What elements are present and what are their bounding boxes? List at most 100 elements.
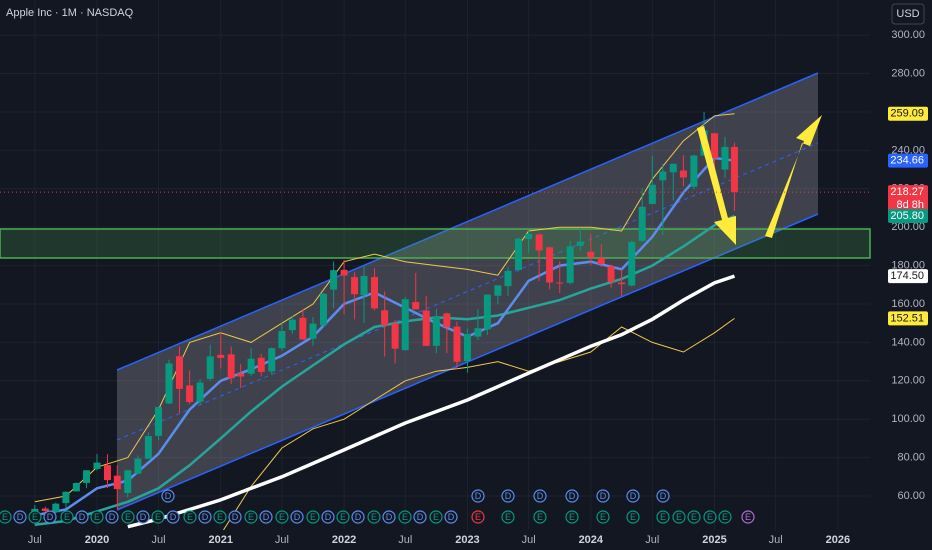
event-label: E [600, 512, 606, 522]
candle-body [546, 247, 554, 283]
event-label: D [600, 491, 607, 501]
x-tick-label: Jul [769, 534, 783, 546]
price-label-bg [888, 106, 928, 121]
currency-button[interactable] [891, 3, 925, 25]
event-marker [501, 510, 515, 524]
x-tick-label: 2023 [455, 534, 479, 546]
candle-body [607, 266, 615, 282]
candle-body [669, 163, 677, 173]
price-label: 234.66 [890, 155, 924, 167]
indicator-line [34, 113, 735, 503]
candle-body [62, 491, 70, 504]
event-marker [444, 510, 458, 524]
x-tick-label: 2026 [826, 534, 850, 546]
price-label: 259.09 [890, 108, 924, 120]
event-marker [290, 510, 304, 524]
event-marker [565, 510, 579, 524]
y-tick-label: 300.00 [891, 29, 925, 41]
candle-body [93, 462, 101, 469]
event-label: D [355, 512, 362, 522]
y-tick-label: 200.00 [891, 221, 925, 233]
price-label: 152.51 [890, 312, 924, 324]
candle-body [217, 354, 225, 358]
event-marker [703, 510, 717, 524]
candle-body [247, 358, 255, 374]
event-label: E [402, 512, 408, 522]
event-label: E [187, 512, 193, 522]
x-tick-label: Jul [151, 534, 165, 546]
event-label: E [433, 512, 439, 522]
event-label: D [79, 512, 86, 522]
event-marker [656, 510, 670, 524]
event-marker [656, 489, 670, 503]
event-label: E [676, 512, 682, 522]
candle-body [165, 363, 173, 404]
event-label: E [64, 512, 70, 522]
event-label: E [630, 512, 636, 522]
event-label: E [248, 512, 254, 522]
candle-body [659, 171, 667, 181]
candle-body [638, 206, 646, 241]
event-marker [596, 489, 610, 503]
event-marker [429, 510, 443, 524]
candle-body [474, 328, 482, 337]
candle-body [103, 465, 111, 481]
candle-body [566, 246, 574, 283]
y-tick-label: 240.00 [891, 144, 925, 156]
event-label: E [569, 512, 575, 522]
event-label: E [310, 512, 316, 522]
event-marker [351, 510, 365, 524]
event-label: E [537, 512, 543, 522]
candle-body [576, 241, 584, 246]
candle-body [227, 354, 235, 379]
candle-body [422, 310, 430, 346]
event-marker [90, 510, 104, 524]
channel-top [116, 72, 819, 371]
candle-body [535, 234, 543, 251]
event-label: E [475, 512, 481, 522]
event-marker [413, 510, 427, 524]
event-marker [398, 510, 412, 524]
x-tick-label: Jul [398, 534, 412, 546]
event-marker [213, 510, 227, 524]
event-label: E [722, 512, 728, 522]
event-marker [0, 510, 12, 524]
arrow-down [697, 126, 736, 245]
candle-body [690, 155, 698, 187]
candle-body [257, 357, 265, 372]
price-label: 174.50 [890, 270, 924, 282]
event-marker [501, 489, 515, 503]
candle-body [288, 319, 296, 331]
candle-body [186, 385, 194, 403]
event-label: D [505, 491, 512, 501]
event-label: D [569, 491, 576, 501]
candle-body [206, 356, 214, 379]
x-tick-label: 2024 [579, 534, 604, 546]
event-label: D [475, 491, 482, 501]
y-tick-label: 140.00 [891, 336, 925, 348]
x-tick-label: Jul [275, 534, 289, 546]
event-marker [336, 510, 350, 524]
candles [31, 111, 738, 519]
event-marker [183, 510, 197, 524]
x-tick-label: 2021 [208, 534, 232, 546]
event-marker [43, 510, 57, 524]
event-label: D [170, 512, 177, 522]
candle-body [679, 170, 687, 178]
candle-body [351, 277, 359, 295]
event-marker [367, 510, 381, 524]
currency[interactable]: USD [896, 8, 919, 20]
event-marker [166, 510, 180, 524]
candle-body [52, 503, 60, 513]
candle-body [360, 275, 368, 295]
event-label: E [217, 512, 223, 522]
candle-body [155, 407, 163, 436]
price-label-bg [888, 269, 928, 284]
event-label: E [745, 512, 751, 522]
x-tick-label: 2025 [702, 534, 726, 546]
chart-title: Apple Inc · 1M · NASDAQ [6, 7, 134, 19]
candle-body [618, 282, 626, 285]
candle-body [309, 323, 317, 339]
